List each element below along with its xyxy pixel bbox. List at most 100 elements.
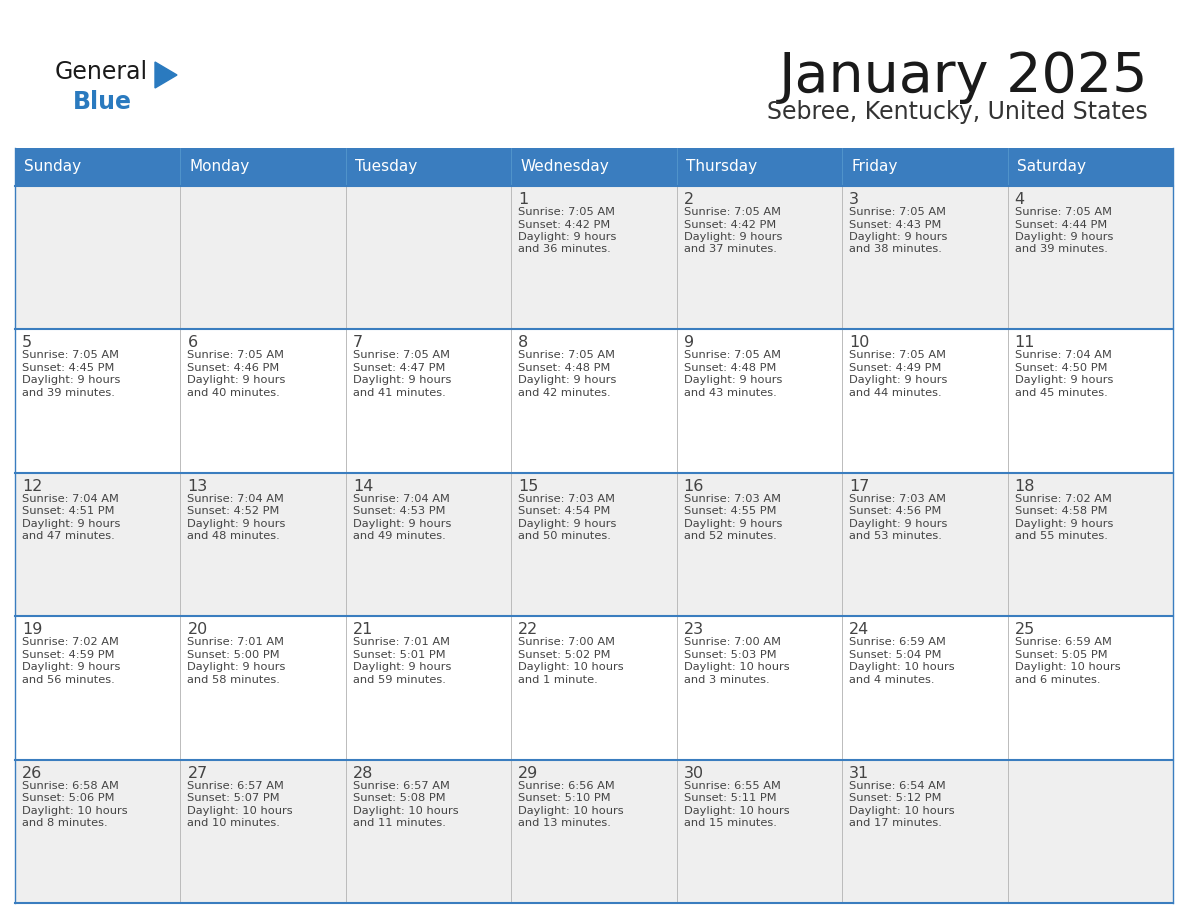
Text: Sunset: 4:53 PM: Sunset: 4:53 PM	[353, 507, 446, 516]
Text: and 49 minutes.: and 49 minutes.	[353, 532, 446, 542]
Bar	[511, 616, 677, 759]
Text: Sunrise: 7:05 AM: Sunrise: 7:05 AM	[1015, 207, 1112, 217]
Text: and 55 minutes.: and 55 minutes.	[1015, 532, 1107, 542]
Text: Sunrise: 7:04 AM: Sunrise: 7:04 AM	[188, 494, 284, 504]
Text: Sunrise: 7:05 AM: Sunrise: 7:05 AM	[23, 351, 119, 361]
Text: 15: 15	[518, 479, 538, 494]
Text: Sunrise: 7:05 AM: Sunrise: 7:05 AM	[353, 351, 450, 361]
Text: Sunday: Sunday	[24, 160, 81, 174]
Text: Sunrise: 6:56 AM: Sunrise: 6:56 AM	[518, 780, 615, 790]
Polygon shape	[154, 62, 177, 88]
Text: Sunrise: 7:00 AM: Sunrise: 7:00 AM	[684, 637, 781, 647]
Text: 25: 25	[1015, 622, 1035, 637]
Text: 27: 27	[188, 766, 208, 780]
Text: 14: 14	[353, 479, 373, 494]
Text: Daylight: 9 hours: Daylight: 9 hours	[188, 519, 286, 529]
Text: 20: 20	[188, 622, 208, 637]
Text: and 10 minutes.: and 10 minutes.	[188, 818, 280, 828]
Bar	[346, 186, 511, 330]
Text: and 45 minutes.: and 45 minutes.	[1015, 388, 1107, 397]
Bar	[15, 473, 181, 616]
Text: 19: 19	[23, 622, 43, 637]
Text: and 36 minutes.: and 36 minutes.	[518, 244, 611, 254]
Bar	[15, 330, 181, 473]
Text: Daylight: 9 hours: Daylight: 9 hours	[188, 375, 286, 386]
Text: 30: 30	[684, 766, 703, 780]
Text: 21: 21	[353, 622, 373, 637]
Text: Sunrise: 7:02 AM: Sunrise: 7:02 AM	[23, 637, 119, 647]
Text: and 50 minutes.: and 50 minutes.	[518, 532, 611, 542]
Text: Sunrise: 7:05 AM: Sunrise: 7:05 AM	[684, 207, 781, 217]
Bar	[842, 759, 1007, 903]
Text: Daylight: 10 hours: Daylight: 10 hours	[849, 806, 955, 815]
Text: and 47 minutes.: and 47 minutes.	[23, 532, 115, 542]
Text: Daylight: 10 hours: Daylight: 10 hours	[684, 662, 789, 672]
Bar	[842, 473, 1007, 616]
Text: and 39 minutes.: and 39 minutes.	[23, 388, 115, 397]
Text: Tuesday: Tuesday	[355, 160, 417, 174]
Text: Daylight: 10 hours: Daylight: 10 hours	[518, 806, 624, 815]
Text: 23: 23	[684, 622, 703, 637]
Text: and 52 minutes.: and 52 minutes.	[684, 532, 777, 542]
Text: Wednesday: Wednesday	[520, 160, 609, 174]
Text: Daylight: 10 hours: Daylight: 10 hours	[518, 662, 624, 672]
Text: and 4 minutes.: and 4 minutes.	[849, 675, 935, 685]
Text: Daylight: 9 hours: Daylight: 9 hours	[188, 662, 286, 672]
Bar	[15, 148, 181, 186]
Text: Sunrise: 7:01 AM: Sunrise: 7:01 AM	[188, 637, 284, 647]
Text: and 58 minutes.: and 58 minutes.	[188, 675, 280, 685]
Text: Daylight: 10 hours: Daylight: 10 hours	[188, 806, 293, 815]
Text: Sunrise: 7:05 AM: Sunrise: 7:05 AM	[684, 351, 781, 361]
Text: 3: 3	[849, 192, 859, 207]
Text: Sunrise: 7:01 AM: Sunrise: 7:01 AM	[353, 637, 450, 647]
Text: and 37 minutes.: and 37 minutes.	[684, 244, 777, 254]
Bar	[346, 330, 511, 473]
Bar	[842, 148, 1007, 186]
Text: Sunrise: 7:05 AM: Sunrise: 7:05 AM	[849, 351, 946, 361]
Bar	[346, 759, 511, 903]
Bar	[1007, 186, 1173, 330]
Text: Sunrise: 7:05 AM: Sunrise: 7:05 AM	[518, 207, 615, 217]
Bar	[346, 148, 511, 186]
Text: 13: 13	[188, 479, 208, 494]
Text: Saturday: Saturday	[1017, 160, 1086, 174]
Text: Daylight: 10 hours: Daylight: 10 hours	[1015, 662, 1120, 672]
Text: Sunrise: 7:05 AM: Sunrise: 7:05 AM	[518, 351, 615, 361]
Text: Sunset: 5:08 PM: Sunset: 5:08 PM	[353, 793, 446, 803]
Text: Sebree, Kentucky, United States: Sebree, Kentucky, United States	[767, 100, 1148, 124]
Text: Daylight: 10 hours: Daylight: 10 hours	[684, 806, 789, 815]
Bar	[511, 473, 677, 616]
Text: Daylight: 10 hours: Daylight: 10 hours	[23, 806, 127, 815]
Text: and 59 minutes.: and 59 minutes.	[353, 675, 446, 685]
Text: Daylight: 9 hours: Daylight: 9 hours	[353, 519, 451, 529]
Text: General: General	[55, 60, 148, 84]
Text: 1: 1	[518, 192, 529, 207]
Text: and 40 minutes.: and 40 minutes.	[188, 388, 280, 397]
Bar	[181, 616, 346, 759]
Text: Daylight: 9 hours: Daylight: 9 hours	[23, 519, 120, 529]
Bar	[1007, 616, 1173, 759]
Bar	[181, 330, 346, 473]
Text: Sunset: 4:51 PM: Sunset: 4:51 PM	[23, 507, 114, 516]
Text: 24: 24	[849, 622, 870, 637]
Text: Sunset: 4:56 PM: Sunset: 4:56 PM	[849, 507, 942, 516]
Text: Sunset: 4:47 PM: Sunset: 4:47 PM	[353, 363, 446, 373]
Text: 6: 6	[188, 335, 197, 351]
Bar	[511, 186, 677, 330]
Text: Sunrise: 6:57 AM: Sunrise: 6:57 AM	[188, 780, 284, 790]
Text: Daylight: 9 hours: Daylight: 9 hours	[518, 375, 617, 386]
Text: and 17 minutes.: and 17 minutes.	[849, 818, 942, 828]
Text: and 15 minutes.: and 15 minutes.	[684, 818, 777, 828]
Bar	[511, 759, 677, 903]
Text: Blue: Blue	[72, 90, 132, 114]
Text: Sunset: 4:45 PM: Sunset: 4:45 PM	[23, 363, 114, 373]
Text: and 44 minutes.: and 44 minutes.	[849, 388, 942, 397]
Text: Daylight: 9 hours: Daylight: 9 hours	[849, 519, 948, 529]
Bar	[181, 186, 346, 330]
Text: Sunset: 5:03 PM: Sunset: 5:03 PM	[684, 650, 776, 660]
Text: Sunset: 4:43 PM: Sunset: 4:43 PM	[849, 219, 942, 230]
Bar	[181, 759, 346, 903]
Text: Sunrise: 7:05 AM: Sunrise: 7:05 AM	[849, 207, 946, 217]
Text: Sunset: 4:49 PM: Sunset: 4:49 PM	[849, 363, 942, 373]
Bar	[842, 330, 1007, 473]
